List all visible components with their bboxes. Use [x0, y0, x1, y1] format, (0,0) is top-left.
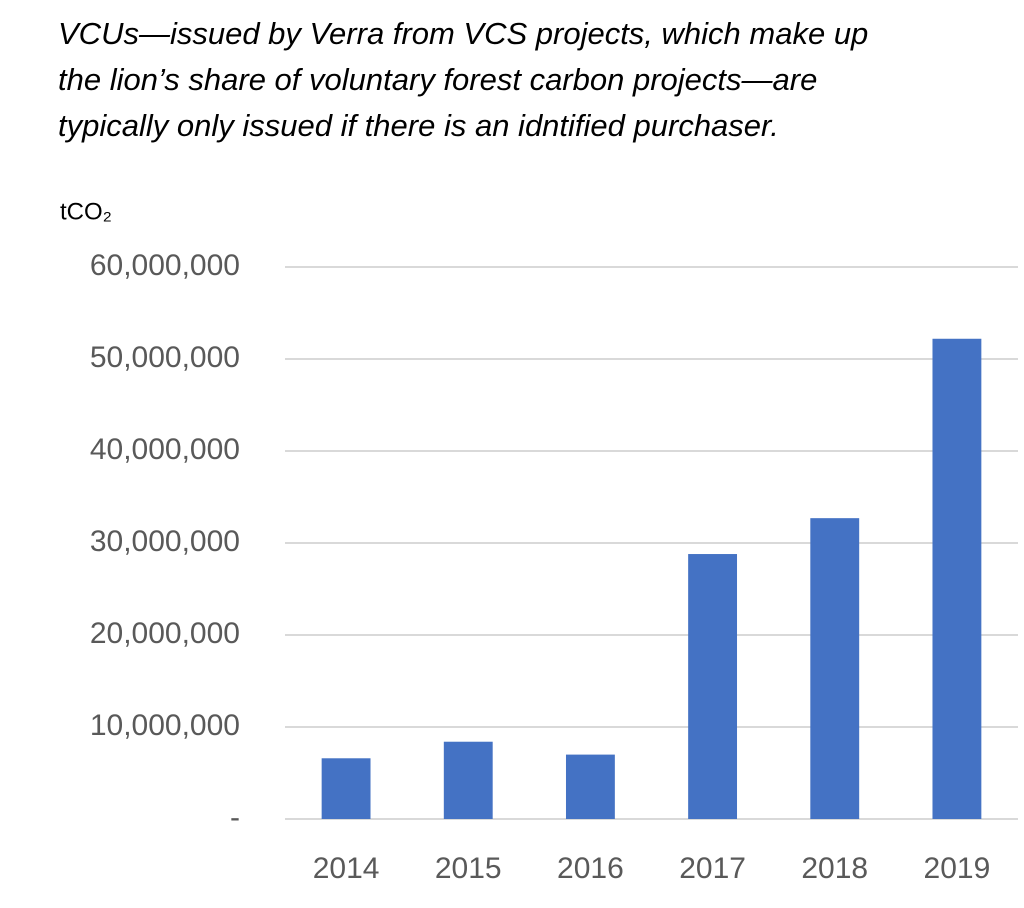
x-tick-label: 2014 [313, 852, 380, 885]
y-tick-label: 10,000,000 [90, 709, 240, 742]
x-tick-label: 2019 [924, 852, 991, 885]
bar [565, 754, 615, 819]
x-tick-label: 2015 [435, 852, 502, 885]
y-tick-label: - [230, 801, 240, 834]
y-tick-label: 20,000,000 [90, 617, 240, 650]
bar [321, 758, 371, 819]
chart-title-line: the lion’s share of voluntary forest car… [58, 62, 817, 97]
x-tick-label: 2018 [801, 852, 868, 885]
x-tick-label: 2016 [557, 852, 624, 885]
chart-title-line: VCUs—issued by Verra from VCS projects, … [58, 16, 868, 51]
chart-title-line: typically only issued if there is an idn… [58, 108, 779, 143]
bar [688, 554, 738, 819]
bar [443, 741, 493, 819]
bar [810, 518, 860, 819]
y-tick-label: 30,000,000 [90, 525, 240, 558]
bar [932, 338, 982, 819]
y-axis-label: tCO₂ [60, 198, 112, 225]
x-tick-label: 2017 [679, 852, 746, 885]
y-tick-label: 40,000,000 [90, 433, 240, 466]
y-tick-label: 50,000,000 [90, 341, 240, 374]
y-tick-label: 60,000,000 [90, 249, 240, 282]
